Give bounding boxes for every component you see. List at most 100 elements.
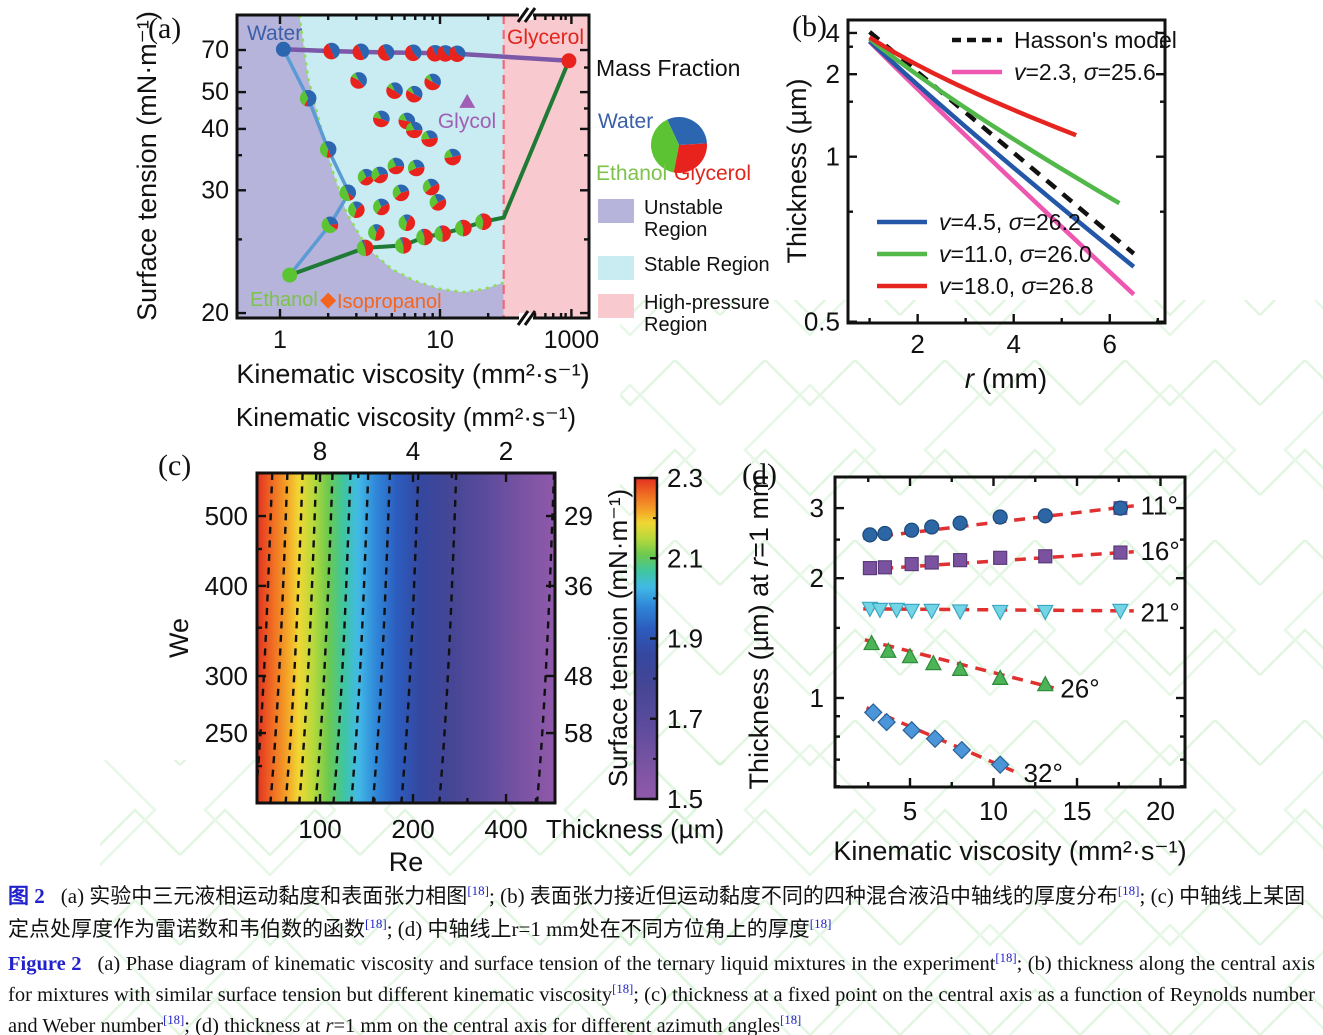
legend-line-sample — [877, 251, 927, 257]
panel-a-phase-diagram: Water Glycerol Glycol Ethanol Isopropanol 1 10… — [132, 7, 599, 389]
svg-text:10: 10 — [979, 796, 1008, 826]
svg-text:Kinematic viscosity (mm²·s⁻¹): Kinematic viscosity (mm²·s⁻¹) — [236, 402, 576, 432]
svg-text:1: 1 — [273, 326, 287, 354]
svg-text:50: 50 — [201, 78, 229, 106]
legend-label: v=2.3, σ=25.6 — [1014, 58, 1156, 85]
svg-text:6: 6 — [1103, 329, 1117, 359]
svg-text:48: 48 — [564, 661, 593, 691]
region-legend-item: Stable Region — [598, 254, 798, 280]
series-16° — [862, 545, 1128, 576]
svg-text:Surface tension (mN·m⁻¹): Surface tension (mN·m⁻¹) — [603, 489, 633, 787]
legend-water-label: Water — [598, 110, 654, 133]
svg-text:Thickness (µm): Thickness (µm) — [782, 78, 812, 263]
svg-text:30: 30 — [201, 176, 229, 204]
caption-chinese: 图 2 (a) 实验中三元液相运动黏度和表面张力相图[18]; (b) 表面张力接… — [8, 880, 1315, 945]
series-21° — [861, 601, 1129, 621]
svg-text:Ethanol: Ethanol — [250, 289, 318, 311]
panel-b-legend-top: Hasson's model v=2.3, σ=25.6 — [950, 24, 1177, 88]
panel-c-heatmap: 8 4 2 100 200 400 500 400 300 250 29 36 48 58 Kinemati… — [158, 402, 724, 877]
water-dilution-line — [281, 48, 352, 277]
svg-text:4: 4 — [406, 436, 420, 466]
svg-text:Glycol: Glycol — [438, 110, 496, 133]
svg-text:r (mm): r (mm) — [965, 363, 1047, 394]
svg-text:2.3: 2.3 — [667, 463, 703, 493]
legend-item: Hasson's model — [950, 24, 1177, 56]
svg-text:2: 2 — [826, 59, 840, 89]
svg-text:500: 500 — [205, 501, 248, 531]
legend-line-sample — [877, 283, 927, 289]
svg-text:16°: 16° — [1140, 536, 1179, 566]
caption-label-zh: 图 2 — [8, 884, 45, 908]
caption-english: Figure 2 (a) Phase diagram of kinematic v… — [8, 949, 1315, 1035]
svg-text:20: 20 — [201, 299, 229, 327]
svg-text:400: 400 — [205, 571, 248, 601]
svg-text:40: 40 — [201, 115, 229, 143]
svg-text:58: 58 — [564, 718, 593, 748]
legend-label: Hasson's model — [1014, 26, 1177, 53]
svg-text:3: 3 — [810, 493, 824, 523]
svg-text:250: 250 — [205, 718, 248, 748]
svg-text:Re: Re — [389, 847, 424, 877]
mass-fraction-pie-icon — [651, 117, 707, 173]
svg-text:0.5: 0.5 — [804, 307, 840, 337]
svg-text:2: 2 — [910, 329, 924, 359]
legend-label: v=18.0, σ=26.8 — [939, 272, 1094, 299]
svg-text:29: 29 — [564, 501, 593, 531]
legend-line-sample — [877, 219, 927, 225]
svg-text:1: 1 — [826, 142, 840, 172]
legend-line-sample — [952, 37, 1002, 43]
svg-text:Thickness (µm) at r=1 mm: Thickness (µm) at r=1 mm — [744, 475, 774, 790]
svg-text:300: 300 — [205, 661, 248, 691]
caption-text-zh: (a) 实验中三元液相运动黏度和表面张力相图[18]; (b) 表面张力接近但运… — [8, 883, 1306, 941]
region-label: High-pressure Region — [644, 291, 770, 337]
legend-line-sample — [952, 69, 1002, 75]
mass-fraction-legend-title: Mass Fraction — [596, 55, 741, 81]
svg-text:Surface tension (mN·m⁻¹): Surface tension (mN·m⁻¹) — [132, 11, 162, 321]
mass-fraction-pie-legend: Water Ethanol Glycerol — [596, 82, 806, 190]
region-legend-item: Unstable Region — [598, 197, 798, 242]
region-swatch — [598, 293, 634, 318]
svg-text:(a): (a) — [148, 12, 181, 45]
legend-glycerol-label: Glycerol — [674, 162, 752, 185]
svg-text:8: 8 — [313, 436, 327, 466]
svg-text:100: 100 — [298, 814, 341, 844]
series-11° — [862, 500, 1129, 543]
series-v=4.5, σ=26.2 — [868, 39, 1136, 269]
panel-a-legend: Mass Fraction Water Ethanol Glycerol Uns… — [596, 55, 806, 405]
legend-ethanol-label: Ethanol — [596, 162, 668, 185]
series-26° — [863, 634, 1054, 692]
legend-item: v=2.3, σ=25.6 — [950, 56, 1177, 88]
heatmap-surface — [257, 473, 555, 803]
svg-text:11°: 11° — [1140, 490, 1177, 520]
svg-text:21°: 21° — [1140, 598, 1179, 628]
panel-b-legend-bottom: v=4.5, σ=26.2 v=11.0, σ=26.0 v=18.0, σ=26.… — [875, 206, 1094, 302]
svg-text:2: 2 — [810, 563, 824, 593]
svg-text:1.7: 1.7 — [667, 704, 703, 734]
svg-text:32°: 32° — [1024, 758, 1063, 788]
legend-label: v=11.0, σ=26.0 — [939, 240, 1092, 267]
svg-text:2.1: 2.1 — [667, 543, 703, 573]
panel-b-thickness-chart: 2 4 6 4 2 1 0.5 r (mm) Thickness (µm) (b) — [782, 10, 1167, 394]
svg-text:15: 15 — [1063, 796, 1092, 826]
svg-text:4: 4 — [1006, 329, 1020, 359]
svg-text:Kinematic viscosity (mm²·s⁻¹): Kinematic viscosity (mm²·s⁻¹) — [833, 836, 1186, 866]
svg-text:We: We — [164, 618, 194, 658]
svg-text:Kinematic viscosity (mm²·s⁻¹): Kinematic viscosity (mm²·s⁻¹) — [236, 359, 589, 389]
series-v=11.0, σ=26.0 — [868, 37, 1121, 206]
svg-text:Water: Water — [247, 22, 302, 45]
panel-d-azimuth-chart: 11° 16° 21° 26° 32° 5 10 15 20 3 2 1 Kinematic visco… — [742, 458, 1187, 866]
svg-text:2: 2 — [499, 436, 513, 466]
series-32° — [863, 703, 1010, 775]
svg-text:Isopropanol: Isopropanol — [337, 291, 442, 313]
svg-text:(c): (c) — [158, 449, 191, 482]
region-legend-item: High-pressure Region — [598, 292, 798, 337]
legend-item: v=11.0, σ=26.0 — [875, 238, 1094, 270]
legend-label: v=4.5, σ=26.2 — [939, 208, 1081, 235]
svg-text:20: 20 — [1146, 796, 1175, 826]
svg-text:1.5: 1.5 — [667, 784, 703, 814]
svg-text:Glycerol: Glycerol — [507, 26, 584, 49]
svg-text:(d): (d) — [742, 458, 777, 491]
region-legend: Unstable Region Stable Region High-pressur… — [598, 197, 798, 349]
